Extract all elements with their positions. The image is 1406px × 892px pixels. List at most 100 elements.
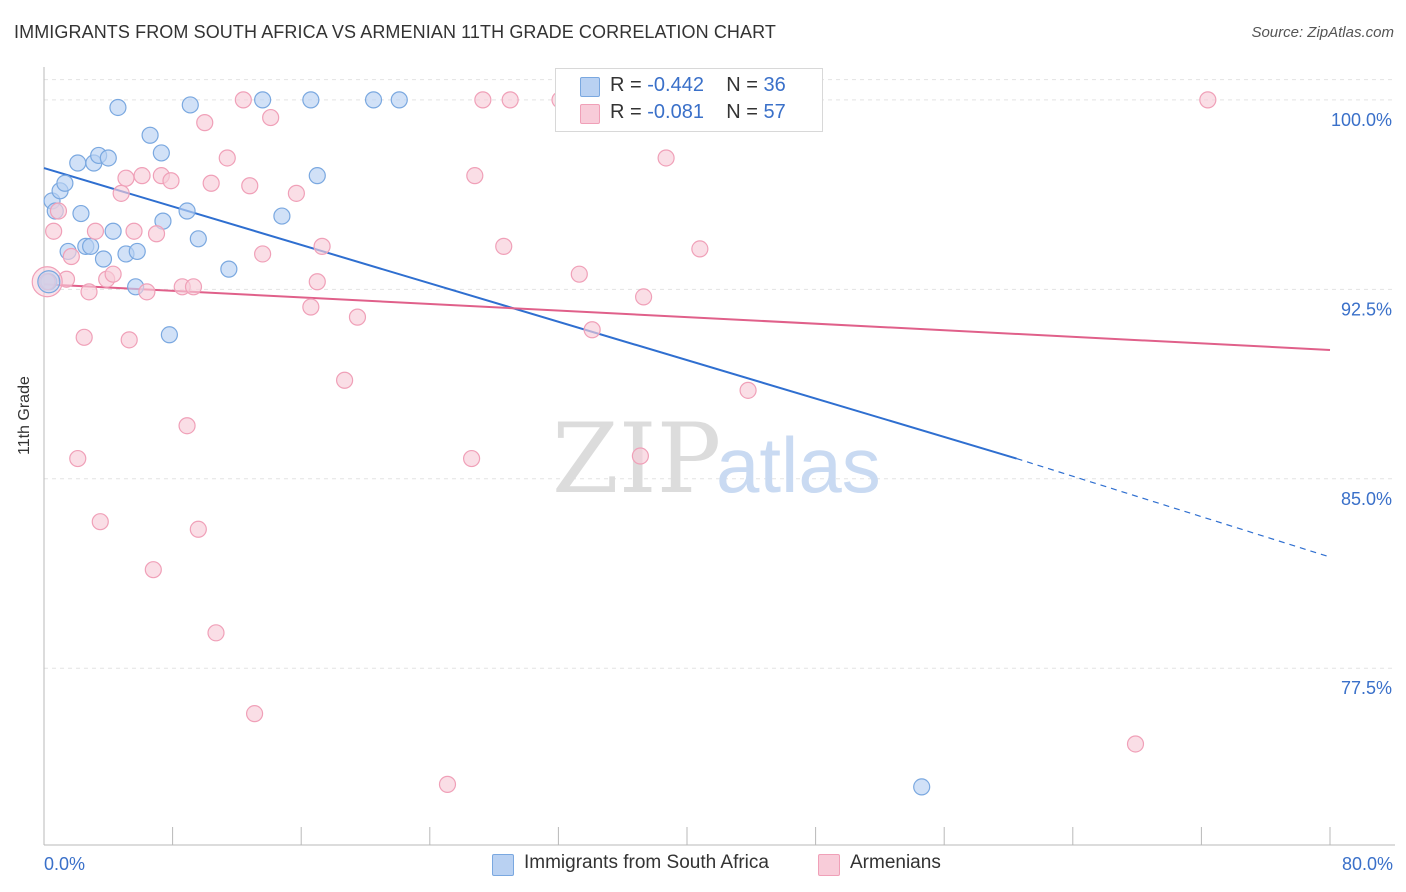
data-points (31, 91, 1217, 796)
y-tick-label: 77.5% (1341, 678, 1392, 698)
point-armenians (495, 237, 513, 255)
point-south-africa (254, 91, 272, 109)
n-value: 36 (763, 74, 786, 96)
point-armenians (144, 561, 162, 579)
point-armenians (348, 308, 367, 326)
legend-swatch-south-africa (492, 854, 514, 876)
point-armenians (570, 265, 588, 283)
legend-label-south-africa: Immigrants from South Africa (524, 852, 769, 873)
point-armenians (336, 371, 354, 389)
source-label: Source: ZipAtlas.com (1251, 24, 1394, 41)
point-south-africa (141, 126, 159, 144)
point-armenians (302, 298, 320, 316)
legend-label-armenians: Armenians (850, 852, 941, 873)
point-south-africa (189, 230, 207, 248)
point-armenians (691, 240, 709, 258)
trend-line-armenians (43, 283, 1331, 351)
point-armenians (104, 265, 122, 283)
point-south-africa (37, 270, 61, 294)
point-armenians (69, 449, 87, 468)
point-armenians (178, 417, 196, 435)
axes (43, 67, 1395, 846)
point-armenians (189, 520, 207, 538)
watermark-atlas: atlas (716, 421, 881, 509)
y-tick-label: 100.0% (1331, 110, 1392, 130)
point-armenians (218, 149, 236, 167)
point-armenians (657, 149, 675, 167)
point-armenians (91, 513, 109, 531)
point-armenians (631, 447, 649, 465)
point-armenians (133, 167, 151, 185)
point-armenians (49, 202, 68, 220)
point-armenians (75, 328, 93, 346)
watermark: ZIP atlas (552, 403, 881, 515)
point-armenians (1126, 735, 1145, 753)
legend-swatch-armenians (818, 854, 840, 876)
x-tick-label: 0.0% (44, 854, 85, 874)
point-south-africa (364, 91, 383, 109)
point-south-africa (99, 149, 117, 167)
point-south-africa (273, 207, 291, 225)
point-armenians (234, 91, 252, 109)
point-south-africa (104, 222, 122, 240)
point-armenians (634, 288, 653, 306)
trend-line-south-africa-extrapolated (1016, 457, 1331, 558)
point-armenians (1199, 91, 1217, 109)
point-armenians (474, 91, 492, 109)
point-armenians (112, 184, 130, 202)
point-south-africa (69, 154, 87, 172)
swatch-armenians (580, 104, 600, 124)
point-armenians (162, 172, 180, 190)
point-armenians (62, 247, 80, 266)
trend-line-south-africa (43, 167, 1017, 460)
point-south-africa (152, 144, 170, 162)
y-tick-label: 85.0% (1341, 489, 1392, 509)
point-south-africa (160, 326, 178, 344)
stats-legend: R = -0.442 N = 36 R = -0.081 N = 57 (555, 68, 823, 132)
point-south-africa (94, 250, 113, 268)
point-armenians (117, 169, 135, 187)
point-armenians (287, 184, 305, 202)
point-armenians (313, 237, 331, 255)
point-south-africa (181, 96, 199, 114)
grid-lines (44, 79, 1395, 669)
point-south-africa (82, 237, 100, 255)
point-armenians (147, 225, 166, 243)
point-armenians (739, 381, 757, 399)
point-armenians (125, 222, 143, 240)
point-armenians (120, 331, 138, 349)
r-value: -0.442 (647, 74, 704, 96)
trend-lines (43, 167, 1331, 558)
point-south-africa (390, 91, 408, 109)
y-tick-label: 92.5% (1341, 299, 1392, 319)
point-armenians (466, 167, 484, 185)
point-armenians (207, 624, 225, 642)
n-label: N = (726, 74, 758, 96)
tick-labels: 77.5% 85.0% 92.5% 100.0% 0.0% 80.0% (44, 110, 1393, 874)
point-armenians (262, 108, 280, 127)
r-value: -0.081 (647, 101, 704, 123)
point-south-africa (109, 98, 127, 117)
point-armenians (45, 222, 63, 240)
r-label: R = (610, 101, 642, 123)
point-armenians (241, 177, 259, 195)
point-south-africa (178, 202, 196, 220)
point-south-africa (302, 91, 320, 109)
point-south-africa (72, 204, 90, 223)
point-south-africa (128, 242, 146, 261)
point-south-africa (56, 174, 74, 192)
point-armenians (184, 278, 203, 296)
chart-title: IMMIGRANTS FROM SOUTH AFRICA VS ARMENIAN… (14, 22, 776, 42)
point-south-africa (220, 260, 238, 278)
point-armenians (462, 449, 481, 468)
point-south-africa (308, 167, 326, 185)
n-value: 57 (763, 101, 786, 123)
point-armenians (80, 283, 98, 301)
point-armenians (308, 273, 326, 291)
point-armenians (254, 245, 272, 263)
point-armenians (583, 321, 601, 339)
point-armenians (245, 705, 264, 723)
n-label: N = (726, 101, 758, 123)
point-armenians (438, 775, 457, 793)
